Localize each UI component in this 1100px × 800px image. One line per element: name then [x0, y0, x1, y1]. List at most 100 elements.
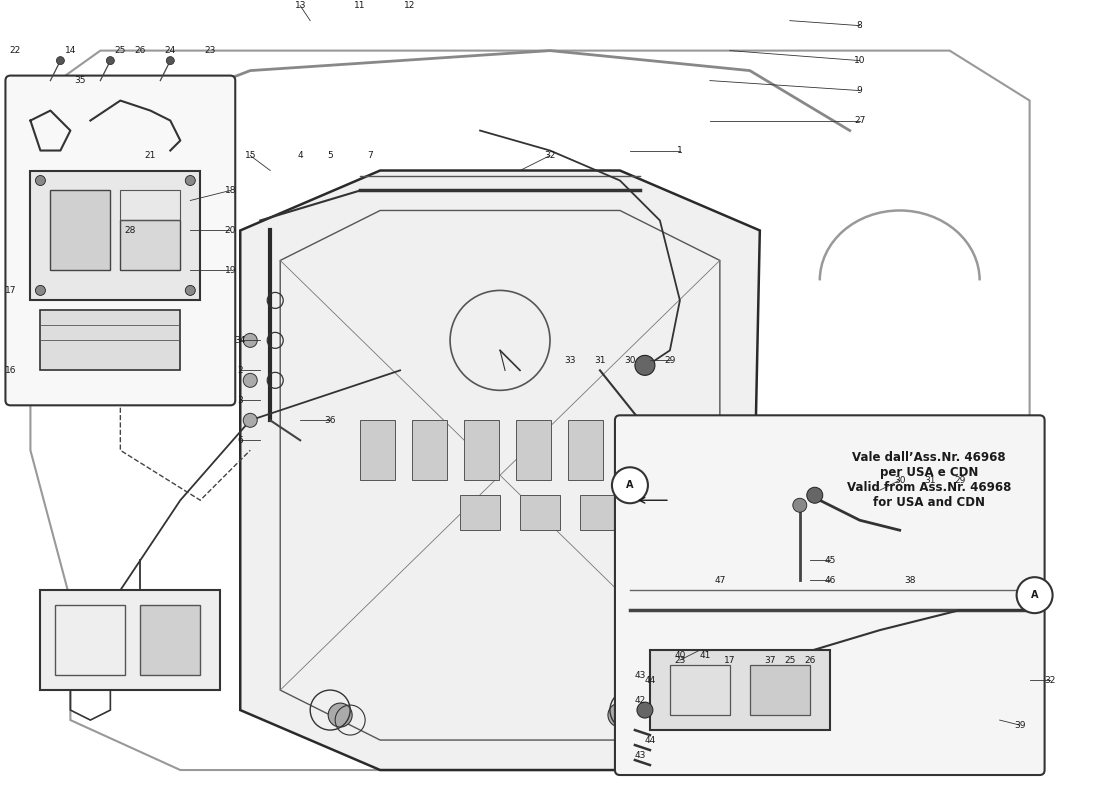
Circle shape: [56, 57, 65, 65]
Bar: [41, 590, 220, 690]
Circle shape: [637, 702, 653, 718]
Bar: [464, 420, 499, 480]
Text: 32: 32: [544, 151, 556, 160]
Text: 3: 3: [238, 396, 243, 405]
Circle shape: [243, 334, 257, 347]
Bar: [41, 310, 180, 370]
Circle shape: [35, 175, 45, 186]
Text: 39: 39: [1014, 721, 1025, 730]
Circle shape: [612, 467, 648, 503]
Bar: [620, 420, 654, 480]
Text: 29: 29: [664, 356, 675, 365]
Text: 26: 26: [134, 46, 146, 55]
Text: 19: 19: [224, 266, 236, 275]
Text: 35: 35: [75, 76, 86, 85]
Text: 15: 15: [244, 151, 256, 160]
Bar: [360, 420, 395, 480]
Text: 4: 4: [297, 151, 302, 160]
Text: A: A: [1031, 590, 1038, 600]
Bar: [580, 495, 620, 530]
Text: 30: 30: [624, 356, 636, 365]
Text: 27: 27: [854, 116, 866, 125]
Bar: [516, 420, 551, 480]
Text: eurospares: eurospares: [265, 316, 436, 345]
Text: 34: 34: [234, 336, 246, 345]
Text: 29: 29: [954, 476, 966, 485]
Circle shape: [166, 57, 174, 65]
Circle shape: [635, 355, 654, 375]
Text: 1: 1: [676, 146, 683, 155]
Text: 42: 42: [635, 695, 646, 705]
Text: 32: 32: [1044, 675, 1055, 685]
Polygon shape: [240, 170, 760, 770]
Circle shape: [793, 498, 806, 512]
Text: 13: 13: [295, 1, 306, 10]
Text: 16: 16: [4, 366, 16, 375]
Text: 36: 36: [324, 416, 336, 425]
Circle shape: [806, 487, 823, 503]
Text: 11: 11: [354, 1, 366, 10]
Circle shape: [185, 286, 196, 295]
Text: 14: 14: [65, 46, 76, 55]
Text: 47: 47: [714, 576, 726, 585]
Text: 46: 46: [824, 576, 836, 585]
Text: 25: 25: [114, 46, 126, 55]
Text: 38: 38: [904, 576, 915, 585]
Circle shape: [35, 286, 45, 295]
Text: 8: 8: [857, 21, 862, 30]
Bar: [120, 221, 180, 270]
Text: 5: 5: [328, 151, 333, 160]
Bar: [520, 495, 560, 530]
Text: 40: 40: [674, 650, 685, 660]
Text: eurospares: eurospares: [635, 466, 805, 494]
Text: 26: 26: [804, 656, 815, 665]
Text: A: A: [626, 480, 634, 490]
Circle shape: [243, 414, 257, 427]
Text: 9: 9: [857, 86, 862, 95]
Text: 18: 18: [224, 186, 236, 195]
FancyBboxPatch shape: [6, 75, 235, 406]
Bar: [412, 420, 447, 480]
Text: 23: 23: [205, 46, 216, 55]
Text: 24: 24: [165, 46, 176, 55]
Text: 31: 31: [594, 356, 606, 365]
Text: 31: 31: [924, 476, 935, 485]
Text: 44: 44: [645, 735, 656, 745]
Bar: [141, 605, 200, 675]
Bar: [650, 650, 829, 730]
Bar: [120, 190, 180, 221]
Text: Vale dall’Ass.Nr. 46968
per USA e CDN
Valid from Ass.Nr. 46968
for USA and CDN: Vale dall’Ass.Nr. 46968 per USA e CDN Va…: [847, 451, 1011, 510]
Circle shape: [243, 374, 257, 387]
Text: 17: 17: [724, 656, 736, 665]
Text: 2: 2: [238, 366, 243, 375]
Bar: [670, 665, 730, 715]
Text: 30: 30: [894, 476, 905, 485]
Text: 43: 43: [635, 750, 646, 759]
Bar: [460, 495, 500, 530]
Text: 21: 21: [144, 151, 156, 160]
Text: 12: 12: [405, 1, 416, 10]
Text: 7: 7: [367, 151, 373, 160]
Bar: [51, 190, 110, 270]
Text: 17: 17: [4, 286, 16, 295]
Text: 28: 28: [124, 226, 136, 235]
Bar: [31, 170, 200, 301]
Bar: [568, 420, 603, 480]
Text: 10: 10: [854, 56, 866, 65]
Text: 22: 22: [10, 46, 21, 55]
Text: 23: 23: [674, 656, 685, 665]
Text: 33: 33: [564, 356, 575, 365]
FancyBboxPatch shape: [615, 415, 1045, 775]
Text: 41: 41: [700, 650, 711, 660]
Text: 6: 6: [238, 436, 243, 445]
Bar: [55, 605, 125, 675]
Text: 45: 45: [824, 556, 836, 565]
Text: 44: 44: [645, 675, 656, 685]
Circle shape: [1016, 577, 1053, 613]
Text: 20: 20: [224, 226, 235, 235]
Circle shape: [185, 175, 196, 186]
Circle shape: [608, 703, 631, 727]
Text: 37: 37: [764, 656, 776, 665]
Text: 25: 25: [784, 656, 795, 665]
Text: 43: 43: [635, 670, 646, 680]
